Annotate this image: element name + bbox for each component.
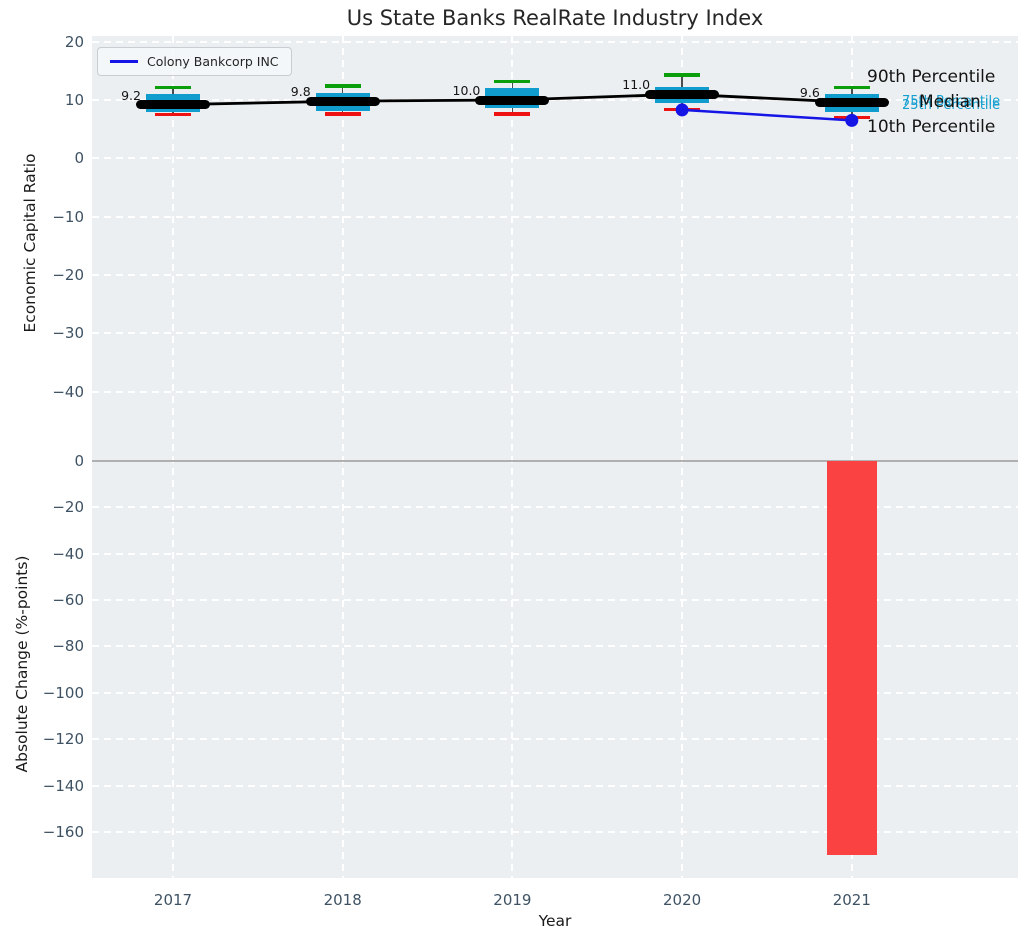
x-tick-label: 2019: [493, 891, 532, 909]
grid-line-horizontal: [92, 157, 1018, 160]
y-tick-label: −30: [52, 324, 84, 343]
grid-line-vertical: [511, 36, 514, 878]
grid-line-vertical: [341, 36, 344, 878]
x-tick-label: 2020: [663, 891, 702, 909]
whisker-cap-10th: [833, 115, 870, 120]
whisker-cap-10th: [324, 112, 361, 116]
chart-title: Us State Banks RealRate Industry Index: [346, 6, 764, 30]
x-tick-label: 2021: [832, 891, 871, 909]
box-median-segment: [814, 97, 889, 107]
grid-line-horizontal: [92, 40, 1018, 43]
y-tick-label: 0: [74, 149, 84, 168]
annotation-25th-percentile: 25th Percentile: [902, 98, 1001, 113]
box-median-segment: [136, 100, 210, 110]
box-median-segment: [305, 96, 380, 106]
x-tick-label: 2017: [153, 891, 193, 909]
whisker-cap-10th: [664, 107, 701, 111]
y-tick-label: −120: [42, 730, 84, 749]
y-tick-label: −160: [42, 822, 84, 841]
y-tick-label: −20: [52, 265, 84, 284]
annotation-10th-percentile: 10th Percentile: [867, 117, 996, 137]
whisker-cap-90th: [664, 73, 701, 77]
annotation-median: Median: [919, 92, 981, 112]
grid-line-horizontal: [92, 784, 1018, 787]
y-tick-label: 0: [74, 451, 84, 470]
grid-line-horizontal: [92, 691, 1018, 694]
whisker-cap-10th: [494, 112, 531, 116]
box-median-segment: [645, 89, 720, 99]
y-axis-label-bottom: Absolute Change (%-points): [13, 555, 31, 773]
median-value-label: 10.0: [452, 83, 481, 98]
legend-line-swatch: [110, 60, 138, 63]
change-bar: [826, 460, 877, 856]
median-value-label: 9.2: [121, 87, 141, 103]
grid-line-horizontal: [92, 390, 1018, 393]
y-tick-label: −40: [52, 382, 84, 401]
y-tick-label: −140: [42, 776, 84, 795]
y-tick-label: −10: [52, 207, 84, 226]
grid-line-horizontal: [92, 215, 1018, 218]
whisker-cap-90th: [155, 85, 191, 89]
legend: Colony Bankcorp INC: [97, 47, 292, 76]
grid-line-vertical: [681, 36, 684, 878]
y-tick-label: −20: [52, 498, 84, 517]
grid-line-horizontal: [92, 273, 1018, 276]
grid-line-horizontal: [92, 506, 1018, 509]
y-tick-label: 10: [64, 91, 84, 109]
median-value-label: 11.0: [622, 77, 651, 93]
y-tick-label: 20: [64, 32, 84, 51]
y-axis-label-top: Economic Capital Ratio: [21, 153, 39, 333]
box-median-segment: [475, 95, 550, 105]
x-tick-label: 2018: [323, 891, 362, 909]
grid-line-horizontal: [92, 738, 1018, 741]
annotation-75th-percentile: 75th Percentile: [902, 94, 1001, 109]
grid-line-horizontal: [92, 645, 1018, 648]
grid-line-horizontal: [92, 552, 1018, 555]
legend-label: Colony Bankcorp INC: [147, 54, 279, 69]
whisker-cap-10th: [155, 112, 191, 117]
y-tick-label: −60: [52, 590, 84, 609]
grid-line-vertical: [850, 36, 853, 878]
annotation-90th-percentile: 90th Percentile: [867, 67, 996, 87]
grid-line-horizontal: [92, 598, 1018, 601]
y-tick-label: −80: [52, 637, 84, 656]
grid-line-horizontal: [92, 332, 1018, 335]
grid-line-vertical: [172, 36, 174, 878]
whisker-cap-90th: [494, 79, 531, 83]
zero-line: [92, 459, 1018, 462]
grid-line-horizontal: [92, 830, 1018, 833]
median-value-label: 9.8: [290, 84, 311, 100]
whisker-cap-90th: [833, 86, 870, 90]
x-axis-label: Year: [538, 912, 572, 930]
y-tick-label: −100: [42, 683, 84, 702]
y-tick-label: −40: [52, 544, 84, 563]
median-value-label: 9.6: [799, 85, 820, 101]
whisker-cap-90th: [324, 84, 361, 88]
